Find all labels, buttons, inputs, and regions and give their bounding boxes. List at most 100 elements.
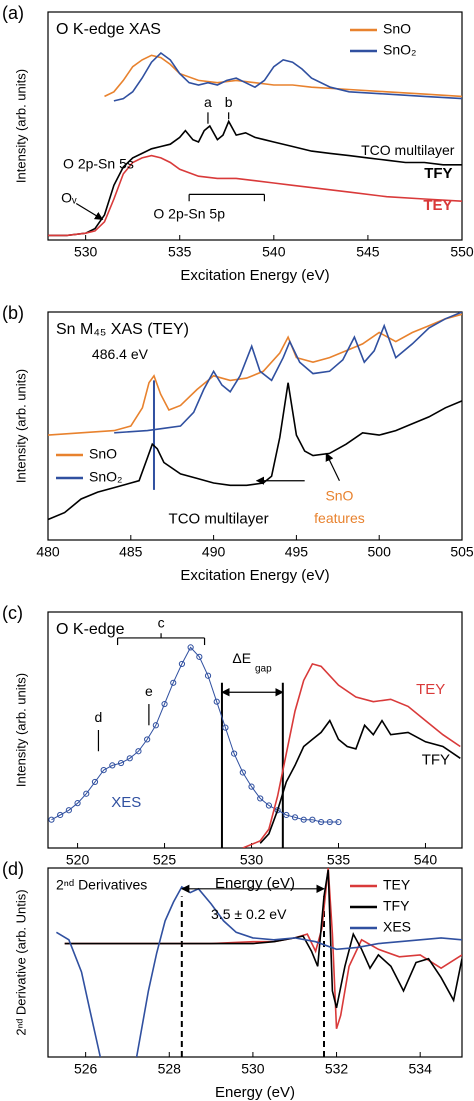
series-label: TFY — [424, 165, 452, 182]
reference-label: 486.4 eV — [92, 346, 149, 362]
x-tick-label: 540 — [262, 244, 286, 260]
x-tick-label: 534 — [409, 1061, 433, 1077]
data-point — [222, 724, 229, 731]
legend-label: TFY — [383, 898, 410, 914]
data-point — [239, 769, 246, 776]
series-line — [104, 54, 462, 98]
data-point — [213, 698, 220, 705]
data-point — [91, 778, 99, 786]
data-point — [265, 802, 273, 809]
panel-label: (a) — [2, 3, 24, 23]
series-line — [259, 719, 461, 844]
series-label: TEY — [423, 197, 452, 214]
data-point — [135, 748, 142, 755]
annotation: Oᵥ — [61, 190, 77, 206]
series-line — [113, 51, 462, 102]
legend-label: SnO — [89, 446, 117, 462]
annotation: O 2p-Sn 5p — [153, 206, 225, 222]
x-tick-label: 525 — [153, 852, 177, 868]
series-line — [242, 662, 461, 848]
data-point — [57, 811, 64, 819]
x-axis-title: Energy (eV) — [215, 875, 295, 892]
y-axis-title: Intensity (arb. units) — [13, 369, 28, 483]
axes-frame — [47, 311, 463, 541]
legend-label: XES — [383, 919, 411, 935]
axes-frame — [47, 867, 463, 1058]
annotation: c — [158, 615, 165, 631]
data-point — [196, 653, 203, 660]
chart-title: O K-edge — [56, 621, 125, 638]
y-axis-title: 2ⁿᵈ Derivative (arb. Untis) — [13, 889, 28, 1035]
x-tick-label: 526 — [74, 1061, 98, 1077]
panel-label: (b) — [2, 303, 24, 323]
x-tick-label: 490 — [202, 544, 226, 560]
annotation: e — [145, 683, 153, 699]
panel-label: (c) — [2, 603, 23, 623]
data-point — [291, 814, 299, 821]
x-axis-title: Energy (eV) — [215, 1084, 295, 1101]
x-tick-label: 532 — [325, 1061, 349, 1077]
x-axis-title: Excitation Energy (eV) — [180, 567, 329, 584]
annotation: ΔE — [232, 650, 251, 666]
data-point — [100, 767, 107, 774]
data-point — [152, 722, 159, 729]
panel: (a) O K-edge XAS Excitation Energy (eV) Int… — [2, 3, 474, 284]
x-tick-label: 480 — [36, 544, 60, 560]
annotation-line — [75, 203, 104, 220]
x-tick-label: 530 — [241, 1061, 265, 1077]
axes-frame — [47, 611, 463, 849]
series-line — [48, 154, 462, 237]
x-tick-label: 550 — [450, 244, 474, 260]
series-label: TEY — [416, 681, 445, 698]
data-point — [109, 762, 116, 769]
series-label: TCO multilayer — [169, 510, 269, 527]
x-tick-label: 485 — [119, 544, 143, 560]
annotation: SnO — [325, 487, 353, 503]
annotation: 3.5 ± 0.2 eV — [211, 906, 287, 922]
series-line — [51, 646, 339, 823]
data-point — [318, 818, 325, 826]
series-line — [48, 382, 462, 521]
data-point — [161, 700, 168, 708]
x-axis-title: Excitation Energy (eV) — [180, 267, 329, 284]
annotation: b — [225, 94, 233, 110]
data-point — [74, 800, 81, 807]
x-tick-label: 545 — [356, 244, 380, 260]
axes-frame — [47, 11, 463, 241]
data-point — [309, 816, 316, 823]
data-point — [231, 750, 238, 757]
annotation: gap — [255, 663, 272, 674]
x-tick-label: 540 — [414, 852, 438, 868]
x-tick-label: 500 — [368, 544, 392, 560]
panel-label: (d) — [2, 859, 24, 879]
series-label: XES — [111, 794, 141, 811]
x-tick-label: 530 — [240, 852, 264, 868]
series-line — [64, 869, 462, 1009]
legend-label: SnO — [383, 21, 411, 37]
panel: (c) O K-edge Energy (eV) Intensity (arb. un… — [2, 603, 463, 892]
legend-label: SnO₂ — [89, 469, 122, 485]
data-point — [300, 816, 307, 823]
annotation: features — [314, 510, 365, 526]
x-tick-label: 535 — [327, 852, 351, 868]
legend-label: TEY — [383, 877, 411, 893]
annotation-line — [325, 452, 340, 481]
data-point — [178, 660, 186, 668]
data-point — [335, 818, 342, 826]
data-point — [126, 755, 133, 762]
y-axis-title: Intensity (arb. units) — [13, 69, 28, 183]
x-tick-label: 505 — [450, 544, 474, 560]
data-point — [144, 736, 151, 743]
chart-title: O K-edge XAS — [56, 21, 161, 38]
data-point — [117, 759, 125, 767]
data-point — [326, 818, 333, 826]
data-point — [83, 790, 90, 797]
plot-area — [48, 312, 462, 521]
annotation: d — [95, 709, 103, 725]
series-label: TFY — [422, 752, 450, 769]
y-axis-title: Intensity (arb. units) — [13, 673, 28, 787]
series-line — [114, 312, 462, 434]
plot-area — [48, 644, 461, 848]
chart-title: Sn M₄₅ XAS (TEY) — [56, 321, 189, 338]
